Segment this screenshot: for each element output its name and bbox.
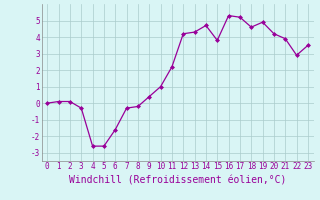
X-axis label: Windchill (Refroidissement éolien,°C): Windchill (Refroidissement éolien,°C) <box>69 176 286 186</box>
